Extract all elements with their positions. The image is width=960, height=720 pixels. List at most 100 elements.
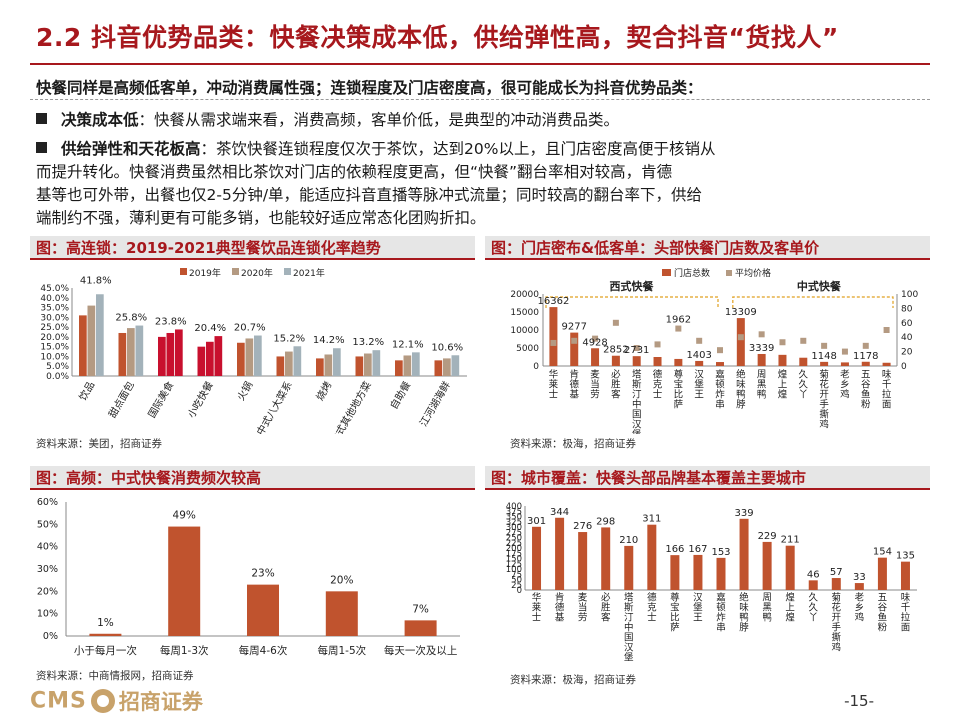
logo-emblem-icon xyxy=(90,689,115,713)
svg-text:鸡: 鸡 xyxy=(832,642,842,654)
svg-text:久: 久 xyxy=(799,379,809,391)
y-tick-label: 200 xyxy=(506,544,522,554)
y2-tick-label: 100 xyxy=(901,290,918,300)
svg-text:久: 久 xyxy=(799,369,809,381)
svg-text:必: 必 xyxy=(601,592,611,604)
bar xyxy=(762,541,772,590)
group-label: 中式快餐 xyxy=(797,279,842,293)
svg-text:尊: 尊 xyxy=(674,369,684,381)
data-label: 301 xyxy=(527,516,546,527)
svg-text:宝: 宝 xyxy=(674,379,684,391)
y-tick-label: 15.0% xyxy=(40,343,69,353)
bar xyxy=(578,532,588,590)
panel-title-store-count: 图：门店密布&低客单：头部快餐门店数及客单价 xyxy=(485,236,930,260)
svg-text:脖: 脖 xyxy=(739,622,749,634)
data-label: 20.7% xyxy=(234,323,266,334)
svg-text:煌: 煌 xyxy=(785,592,795,604)
bar xyxy=(736,318,745,366)
data-label: 135 xyxy=(896,551,915,562)
svg-text:汀: 汀 xyxy=(632,390,642,401)
bullet-text-line: 端制约不强，薄利更有可能多销，也能较好适应常态化团购折扣。 xyxy=(36,209,486,227)
y-tick-label: 350 xyxy=(506,513,522,523)
svg-text:鸡: 鸡 xyxy=(819,419,829,431)
svg-text:德: 德 xyxy=(569,379,579,391)
x-tick-label: 周黑鸭 xyxy=(757,370,767,401)
x-tick-label: 每天一次及以上 xyxy=(384,644,458,657)
svg-text:胜: 胜 xyxy=(611,380,621,391)
bar xyxy=(206,341,214,376)
svg-text:乡: 乡 xyxy=(855,603,865,614)
bar xyxy=(355,356,364,376)
source-note: 资料来源：极海，招商证券 xyxy=(510,674,636,686)
bar xyxy=(434,360,443,376)
x-tick-label: 麦当劳 xyxy=(578,592,588,624)
bullet-term: 供给弹性和天花板高 xyxy=(61,140,201,158)
svg-text:斯: 斯 xyxy=(624,602,634,614)
x-tick-label: 久久丫 xyxy=(799,369,809,401)
svg-text:久: 久 xyxy=(808,602,818,614)
price-marker xyxy=(571,337,578,344)
bar xyxy=(175,329,183,376)
data-label: 14.2% xyxy=(313,335,345,346)
svg-text:必: 必 xyxy=(611,369,621,381)
svg-text:宝: 宝 xyxy=(670,602,680,614)
bar xyxy=(647,524,657,590)
data-label: 23% xyxy=(251,568,274,580)
data-label: 4928 xyxy=(582,337,607,348)
y-tick-label: 20.0% xyxy=(40,333,69,343)
svg-text:脖: 脖 xyxy=(736,399,746,411)
data-label: 25.8% xyxy=(115,313,147,324)
bar xyxy=(403,355,412,376)
svg-text:国: 国 xyxy=(632,410,642,421)
price-marker xyxy=(821,342,828,349)
svg-text:基: 基 xyxy=(569,389,579,401)
y-tick-label: 325 xyxy=(506,518,522,528)
svg-text:鸭: 鸭 xyxy=(736,389,746,401)
bar xyxy=(739,518,749,590)
x-tick-label: 久久丫 xyxy=(808,592,818,624)
price-marker xyxy=(862,342,869,349)
data-label: 13309 xyxy=(725,307,757,318)
svg-text:周: 周 xyxy=(762,593,772,604)
y-tick-label: 50% xyxy=(37,519,58,530)
store-count-chart: 0 5000 10000 15000 20000 0 20 40 60 80 100 门店总数 平均价格… xyxy=(510,267,918,434)
svg-text:千: 千 xyxy=(882,380,892,391)
legend-label: 2021年 xyxy=(293,267,325,279)
data-label: 211 xyxy=(781,535,800,546)
legend-marker xyxy=(726,270,732,276)
bar xyxy=(674,358,683,366)
svg-text:汉: 汉 xyxy=(693,593,703,604)
x-tick-label: 饮品 xyxy=(76,379,97,403)
svg-text:味: 味 xyxy=(739,602,749,614)
group-bracket xyxy=(732,296,894,308)
legend-swatch xyxy=(232,268,239,275)
price-marker xyxy=(758,331,765,338)
svg-text:士: 士 xyxy=(653,389,663,401)
data-label: 2852 xyxy=(603,345,628,356)
svg-text:老: 老 xyxy=(855,592,865,604)
svg-text:丫: 丫 xyxy=(808,613,818,624)
x-tick-label: 江河湖海鲜 xyxy=(417,379,453,429)
x-tick-label: 每周1-3次 xyxy=(160,644,209,657)
x-tick-label: 小于每月一次 xyxy=(74,644,137,657)
y-tick-label: 400 xyxy=(506,502,522,512)
page-title: 2.2 抖音优势品类：快餐决策成本低，供给弹性高，契合抖音“货找人” xyxy=(36,23,839,52)
data-label: 344 xyxy=(550,507,569,518)
y-tick-label: 30.0% xyxy=(40,313,69,323)
svg-text:顿: 顿 xyxy=(715,379,725,391)
bar xyxy=(404,620,437,636)
x-tick-label: 煌上煌 xyxy=(785,592,795,624)
svg-text:莱: 莱 xyxy=(532,602,542,614)
data-label: 311 xyxy=(642,514,661,525)
svg-text:中: 中 xyxy=(624,622,634,634)
bullet-square-icon xyxy=(36,142,47,153)
data-label: 167 xyxy=(688,544,707,555)
svg-text:谷: 谷 xyxy=(878,603,888,614)
bar xyxy=(364,353,372,376)
x-tick-label: 肯德基 xyxy=(569,369,579,401)
y-tick-label: 10% xyxy=(37,609,58,620)
